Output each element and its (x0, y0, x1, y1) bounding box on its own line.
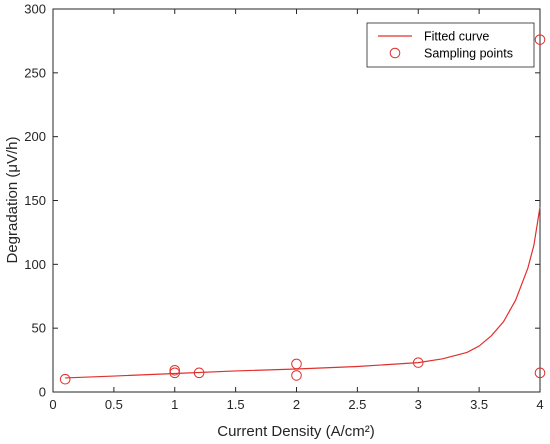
x-tick-label: 3.5 (470, 397, 488, 412)
y-tick-label: 50 (32, 321, 46, 336)
sampling-point (291, 358, 302, 370)
sampling-point (169, 364, 181, 376)
plot-area (52, 8, 541, 393)
y-tick-label: 200 (24, 129, 46, 144)
x-tick-label: 0 (49, 397, 56, 412)
y-tick-label: 100 (24, 257, 46, 272)
legend-label-sampling-points: Sampling points (424, 47, 513, 61)
x-tick-label: 4 (536, 397, 543, 412)
sampling-point (169, 367, 181, 379)
series-layer (59, 34, 546, 385)
y-tick-label: 150 (24, 193, 46, 208)
x-axis-label: Current Density (A/cm²) (217, 423, 375, 440)
legend-marker-swatch (389, 47, 401, 59)
x-tick-label: 1.5 (227, 397, 245, 412)
legend-label-fitted-curve: Fitted curve (424, 30, 489, 44)
sampling-point (193, 367, 205, 379)
sampling-point (534, 34, 546, 45)
y-tick-label: 250 (24, 65, 46, 80)
x-tick-label: 2 (293, 397, 300, 412)
x-tick-label: 1 (171, 397, 178, 412)
sampling-point (534, 367, 546, 379)
x-tick-label: 3 (415, 397, 422, 412)
ticks-group: 0 0.5 1 1.5 2 2.5 3 3.5 4 0 50 100 150 200 250 300 (24, 2, 543, 413)
sampling-point (412, 357, 424, 368)
x-tick-label: 2.5 (348, 397, 366, 412)
sampling-point (291, 370, 302, 381)
sampling-point (59, 373, 71, 385)
legend-box (366, 22, 535, 68)
x-tick-label: 0.5 (105, 397, 123, 412)
y-tick-label: 300 (24, 2, 46, 17)
y-tick-label: 0 (39, 385, 46, 400)
y-axis-label: Degradation (μV/h) (4, 136, 21, 263)
fitted-curve-line (65, 206, 541, 379)
legend: Fitted curve Sampling points (366, 22, 535, 68)
